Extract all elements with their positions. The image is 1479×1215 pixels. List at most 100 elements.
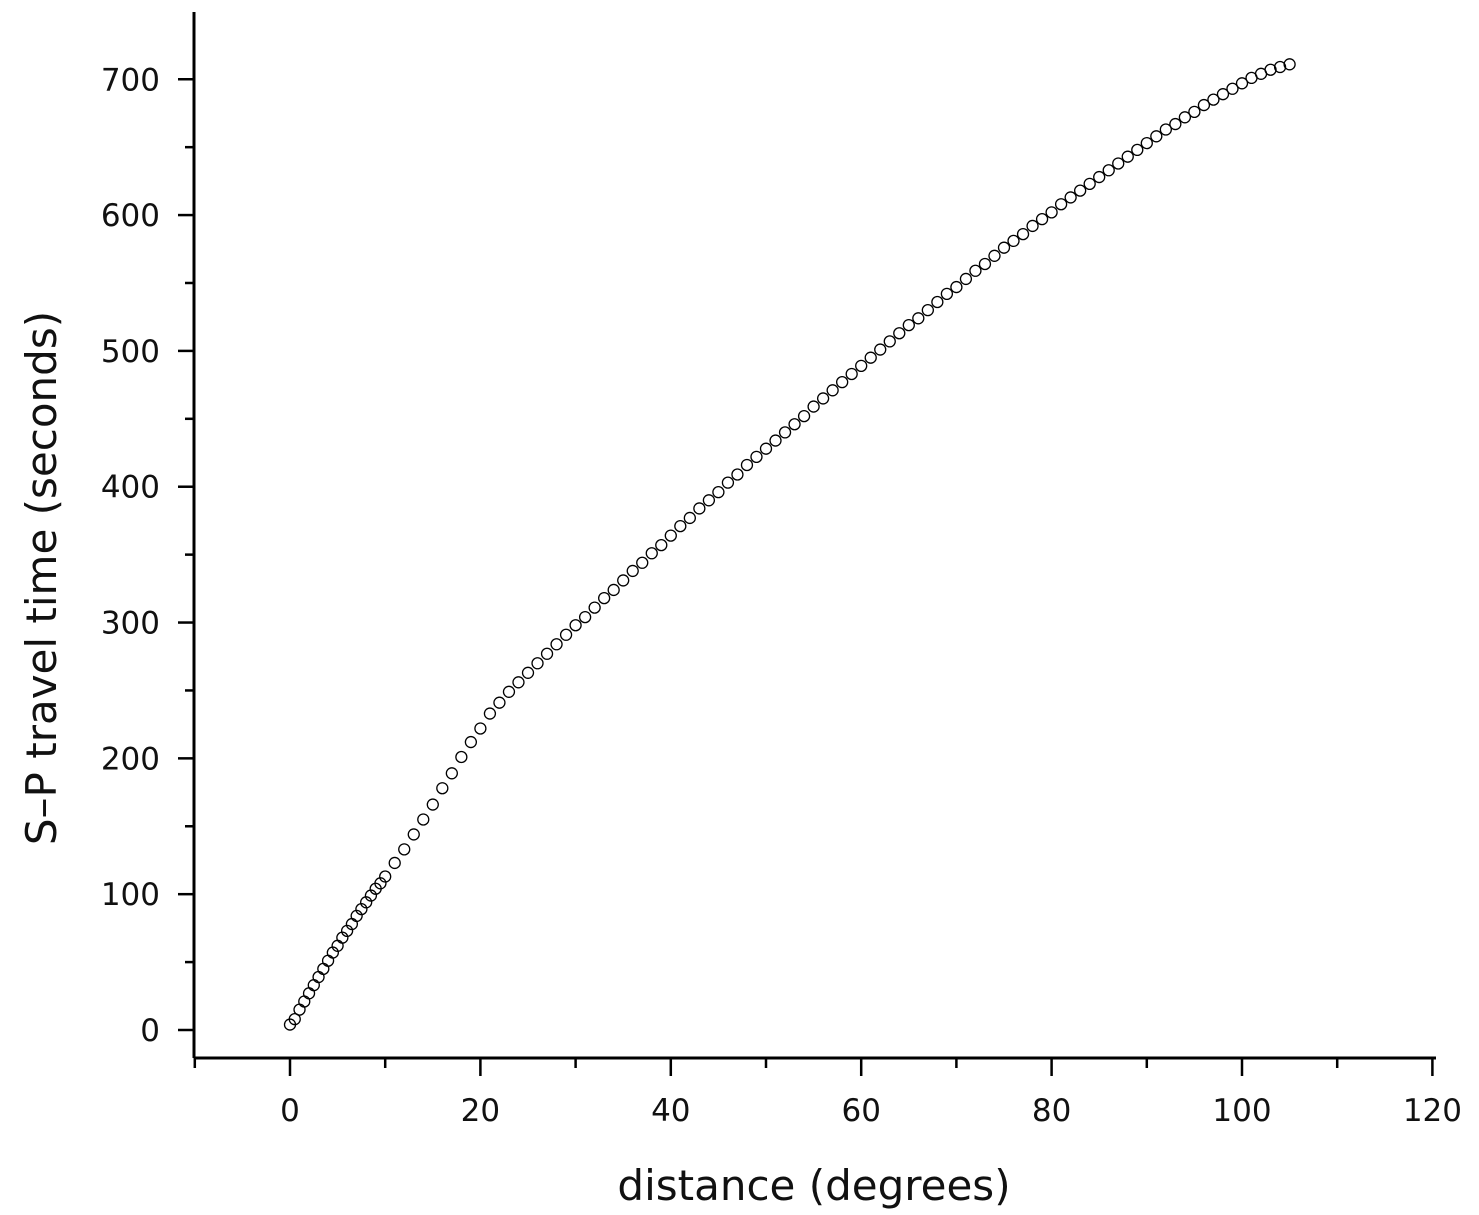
data-point <box>1178 111 1192 124</box>
data-point <box>598 591 611 605</box>
data-point <box>759 442 773 455</box>
data-point <box>317 962 330 976</box>
data-point <box>855 359 868 372</box>
data-point <box>969 264 982 277</box>
x-tick-labels: 0 20 40 60 80 100 120 <box>280 1093 1462 1129</box>
x-tick-label: 40 <box>651 1093 690 1129</box>
data-point <box>778 426 792 439</box>
data-point <box>540 647 554 660</box>
x-tick-label: 60 <box>841 1093 880 1129</box>
data-point <box>1035 213 1049 226</box>
data-point <box>426 798 439 811</box>
data-point <box>588 601 601 614</box>
data-point <box>531 657 544 670</box>
y-axis-title: S–P travel time (seconds) <box>17 311 66 845</box>
data-point <box>1169 117 1182 131</box>
data-point <box>959 272 973 286</box>
x-tick-label: 20 <box>461 1093 500 1129</box>
y-tick-label: 100 <box>101 877 160 913</box>
data-point <box>1112 157 1125 170</box>
data-point <box>997 241 1011 254</box>
data-point <box>379 870 392 883</box>
data-point <box>302 987 316 1000</box>
data-point <box>797 409 811 423</box>
data-point <box>626 564 639 578</box>
data-point <box>1159 123 1172 136</box>
x-tick-label: 120 <box>1403 1093 1462 1129</box>
y-tick-label: 200 <box>101 741 160 777</box>
data-point <box>816 392 830 405</box>
data-point <box>407 828 420 841</box>
x-axis-title: distance (degrees) <box>617 1161 1010 1210</box>
y-tick-label: 700 <box>101 62 160 98</box>
data-point <box>931 295 944 309</box>
x-tick-label: 0 <box>280 1093 300 1129</box>
data-point <box>1283 58 1296 71</box>
data-point <box>712 486 725 499</box>
x-ticks <box>193 1058 1434 1076</box>
y-tick-label: 400 <box>101 470 160 506</box>
data-point <box>1026 219 1039 233</box>
data-point <box>1273 60 1287 74</box>
data-point <box>388 856 401 870</box>
data-point <box>912 312 925 325</box>
data-point <box>845 367 858 381</box>
data-point <box>1093 170 1106 184</box>
data-point <box>902 318 915 332</box>
data-point <box>307 979 320 992</box>
data-point <box>978 257 992 271</box>
data-point <box>1207 93 1220 106</box>
data-point <box>617 574 630 587</box>
data-point <box>788 418 801 431</box>
data-point <box>1235 77 1249 90</box>
data-point <box>493 696 506 709</box>
data-point <box>417 813 430 826</box>
data-point <box>740 458 754 472</box>
data-point <box>1064 191 1077 204</box>
data-point <box>559 628 573 641</box>
data-point <box>1007 234 1020 248</box>
data-point <box>893 327 906 340</box>
y-tick-label: 500 <box>101 334 160 370</box>
data-point <box>1131 143 1144 157</box>
data-point <box>1083 177 1096 190</box>
data-point <box>750 450 763 463</box>
data-point <box>474 722 487 735</box>
data-point <box>1150 130 1163 143</box>
data-point <box>883 335 896 348</box>
data-point <box>1216 88 1230 101</box>
y-tick-label: 300 <box>101 606 160 642</box>
data-point <box>445 767 458 780</box>
data-point <box>1074 184 1087 197</box>
data-point <box>550 638 563 651</box>
data-point <box>483 707 497 720</box>
y-tick-labels: 0 100 200 300 400 500 600 700 <box>101 62 160 1049</box>
data-point <box>950 280 963 294</box>
data-point <box>674 519 687 533</box>
data-point <box>826 384 839 397</box>
data-point <box>512 676 525 689</box>
data-point <box>293 1003 306 1016</box>
axes <box>192 12 1436 1060</box>
data-point <box>464 735 478 749</box>
data-point <box>288 1012 301 1026</box>
data-point <box>683 511 696 525</box>
data-point <box>1102 164 1115 177</box>
data-point <box>1226 82 1239 95</box>
data-point <box>1197 98 1211 112</box>
data-point <box>455 750 468 764</box>
data-point <box>664 529 677 542</box>
data-point <box>298 995 311 1008</box>
data-point <box>312 970 325 984</box>
data-point <box>693 502 706 515</box>
data-point <box>1188 105 1201 119</box>
data-point <box>1045 206 1058 219</box>
data-point <box>731 468 744 481</box>
data-point <box>569 619 582 632</box>
x-tick-label: 100 <box>1212 1093 1271 1129</box>
data-point <box>1054 198 1068 211</box>
data-point <box>636 556 649 569</box>
data-point <box>1264 63 1277 76</box>
data-point <box>940 287 954 301</box>
